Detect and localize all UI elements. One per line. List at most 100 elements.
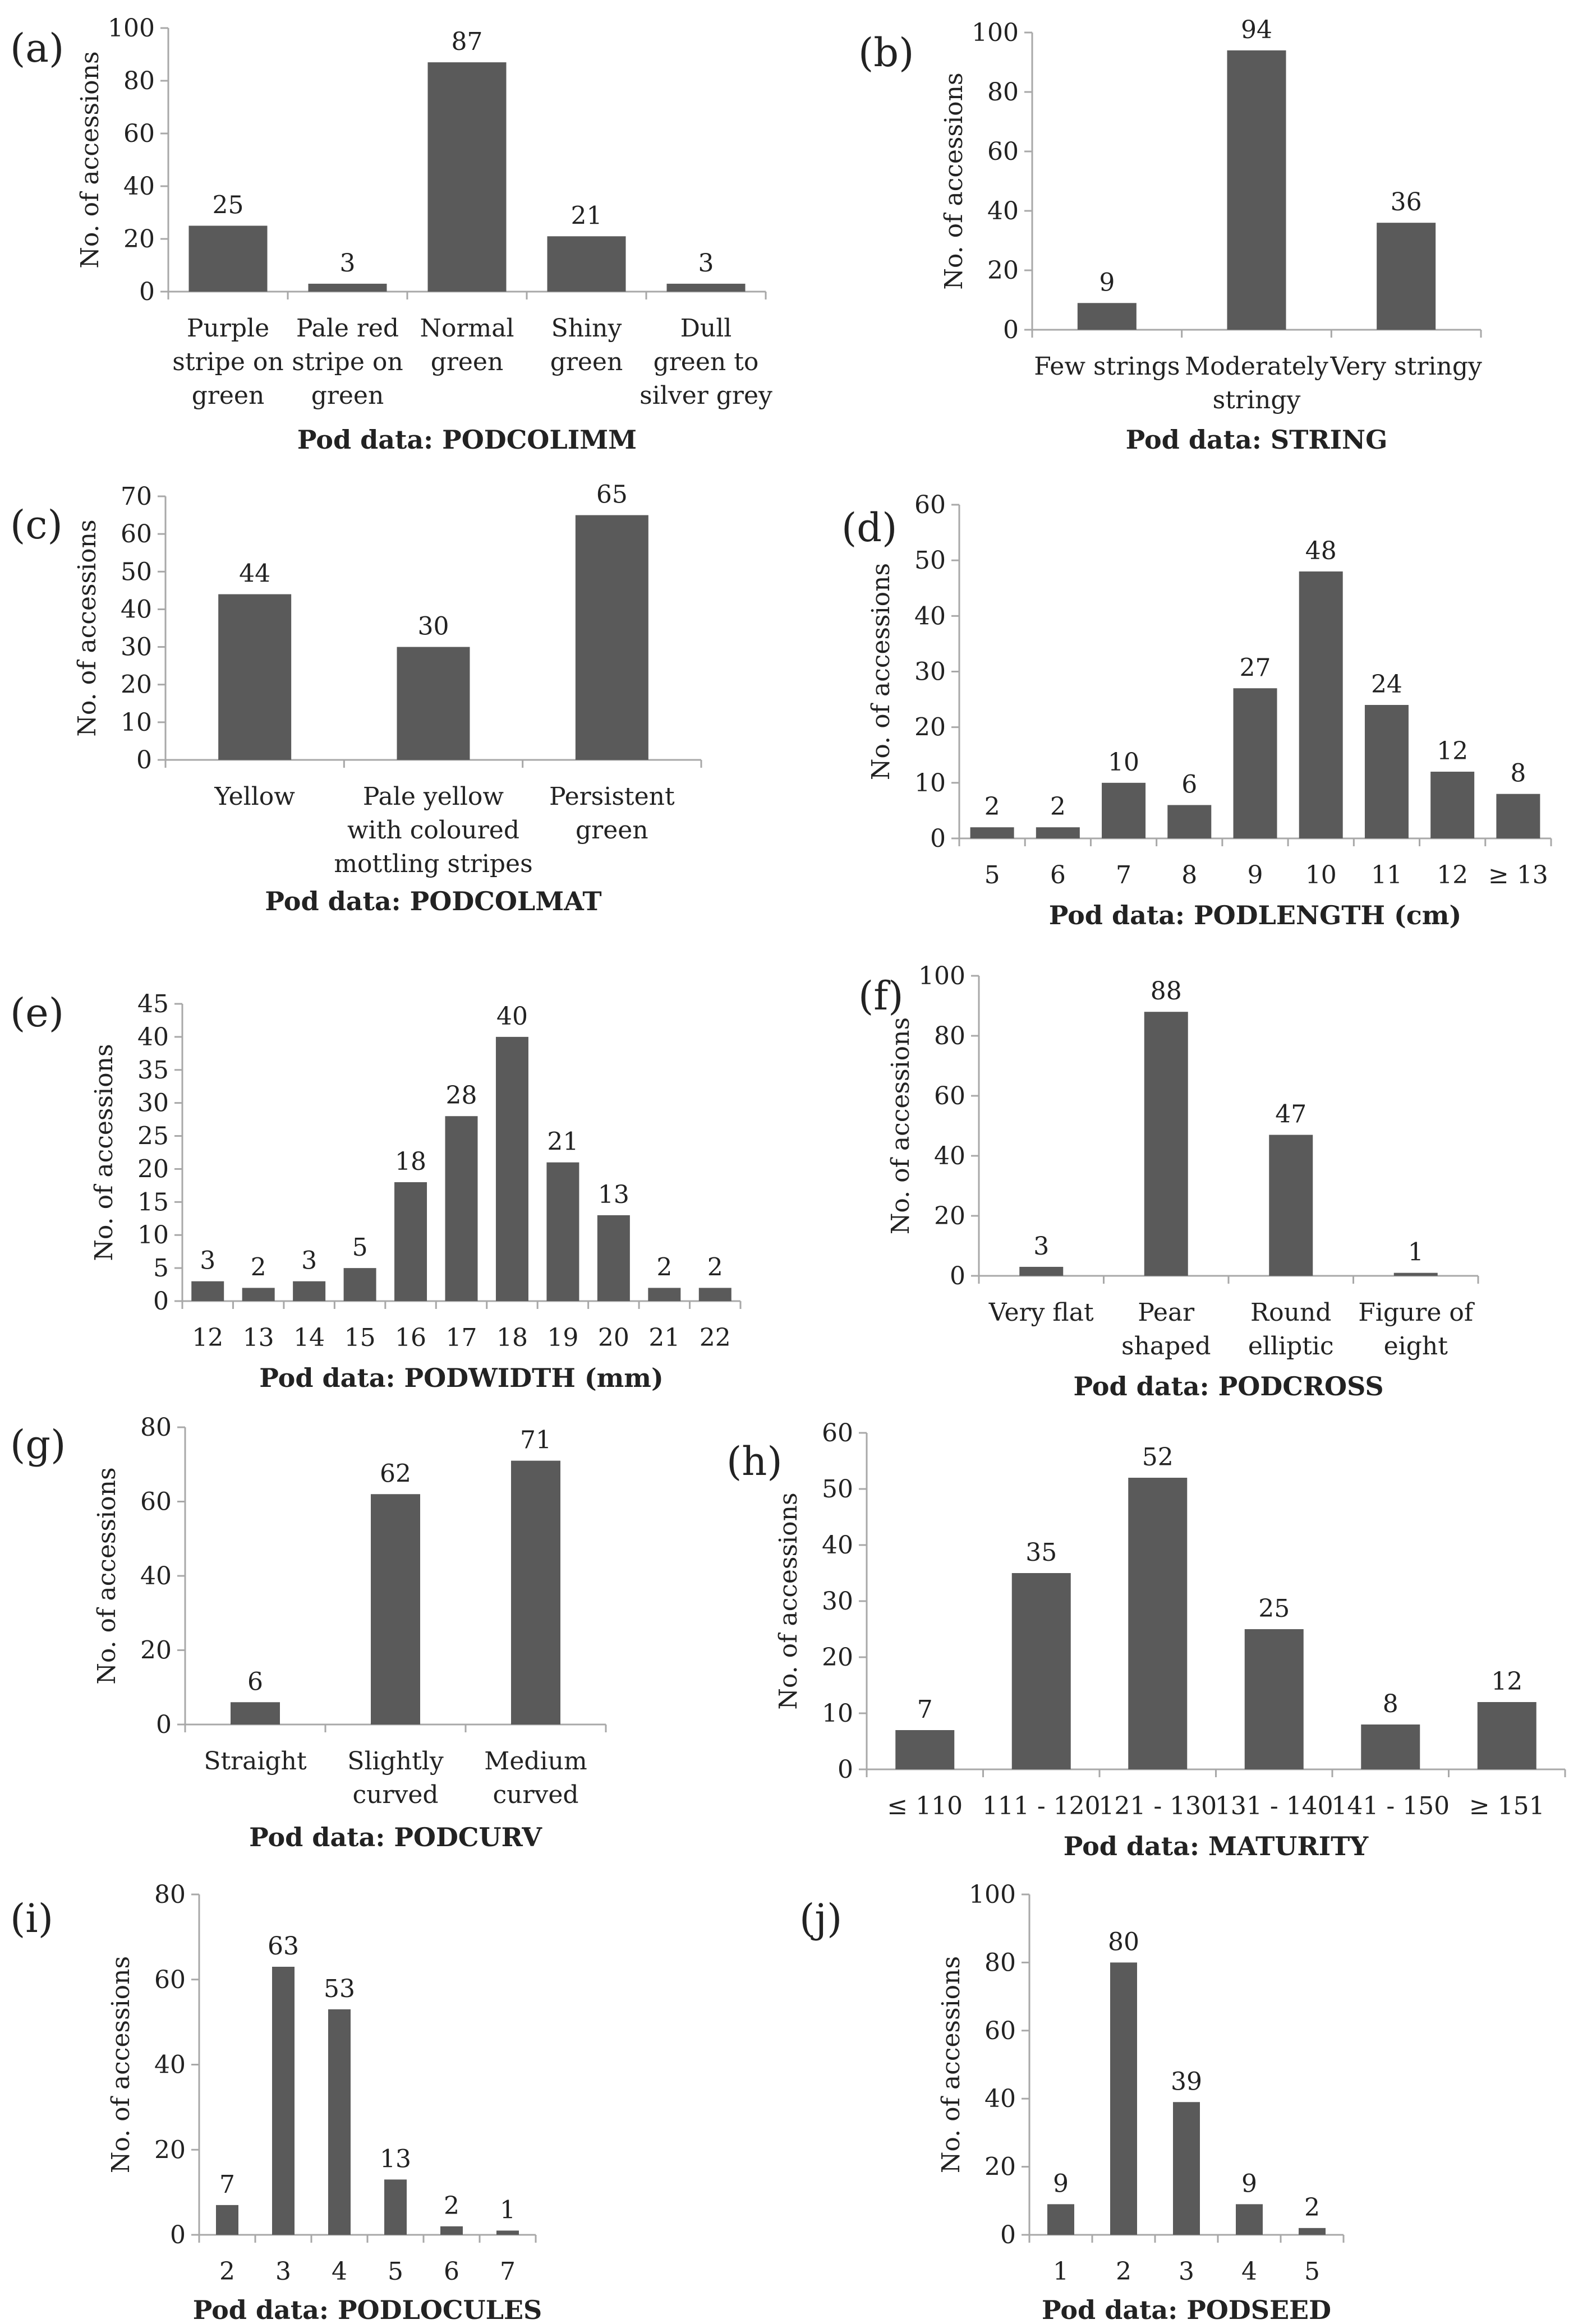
bar — [1077, 303, 1137, 330]
panel-label: (h) — [726, 1438, 783, 1484]
y-tick-label: 35 — [137, 1056, 169, 1085]
x-tick-label: 7 — [1116, 861, 1131, 889]
x-tick-label: 3 — [1179, 2257, 1194, 2286]
y-tick-label: 50 — [822, 1475, 853, 1504]
y-axis-label: No. of accessions — [886, 1017, 915, 1234]
y-tick-label: 25 — [137, 1122, 169, 1151]
bar — [1233, 688, 1277, 838]
x-tick-label: 1 — [1053, 2257, 1069, 2286]
x-axis-title: Pod data: PODLENGTH (cm) — [1049, 900, 1461, 930]
data-label: 44 — [239, 560, 270, 588]
x-tick-label: 4 — [1241, 2257, 1257, 2286]
data-label: 6 — [1181, 771, 1197, 799]
x-tick-label: 18 — [496, 1324, 528, 1352]
y-tick-label: 20 — [984, 2153, 1016, 2182]
bar — [1393, 1272, 1438, 1276]
x-tick-label: 2 — [219, 2257, 235, 2286]
x-tick-label: 20 — [598, 1324, 629, 1352]
x-tick-label: 11 — [1371, 861, 1402, 889]
x-axis-title: Pod data: STRING — [1126, 425, 1388, 455]
y-tick-label: 40 — [984, 2085, 1016, 2113]
chart-panel: (c) 0 10 20 30 40 50 60 70 44 30 65 Yellow Pale yello… — [10, 481, 702, 916]
y-tick-label: 60 — [154, 1966, 186, 1994]
bar — [546, 1162, 579, 1301]
bar — [191, 1281, 224, 1301]
data-label: 10 — [1108, 748, 1139, 777]
x-tick-label: 2 — [1116, 2257, 1131, 2286]
x-tick-label: Purple stripe on green — [172, 314, 283, 410]
bar — [511, 1460, 560, 1724]
y-tick-label: 80 — [984, 1948, 1016, 1977]
data-label: 1 — [500, 2196, 516, 2224]
bar — [293, 1281, 326, 1301]
data-label: 28 — [446, 1081, 477, 1110]
y-tick-label: 0 — [170, 2221, 186, 2249]
bar — [371, 1494, 420, 1724]
data-label: 2 — [707, 1253, 723, 1281]
data-label: 13 — [380, 2145, 411, 2173]
bar — [895, 1730, 955, 1769]
bar — [1102, 782, 1146, 838]
y-tick-label: 60 — [121, 520, 152, 548]
bar — [218, 594, 292, 760]
data-label: 1 — [1408, 1238, 1424, 1267]
y-tick-label: 60 — [123, 119, 155, 148]
bar — [216, 2205, 238, 2235]
chart-panel: (a) 0 20 40 60 80 100 25 3 87 21 3 Purple stripe on gr… — [10, 14, 772, 455]
data-label: 7 — [917, 1695, 933, 1724]
x-axis-title: Pod data: PODCROSS — [1073, 1371, 1383, 1401]
x-tick-label: Persistent green — [549, 782, 675, 845]
panel-label: (c) — [10, 502, 63, 548]
y-axis-label: No. of accessions — [107, 1956, 135, 2173]
bar — [1167, 805, 1212, 838]
panel-label: (a) — [10, 25, 64, 71]
x-axis-title: Pod data: PODCURV — [249, 1822, 542, 1852]
x-tick-label: 5 — [388, 2257, 403, 2286]
y-tick-label: 40 — [140, 1562, 172, 1590]
data-label: 9 — [1053, 2169, 1069, 2198]
x-tick-label: 12 — [1437, 861, 1468, 889]
y-tick-label: 100 — [972, 19, 1019, 47]
data-label: 3 — [200, 1247, 215, 1275]
y-tick-label: 60 — [934, 1082, 965, 1110]
y-tick-label: 100 — [108, 14, 155, 43]
x-tick-label: Pale yellow with coloured mottling stripes — [334, 782, 532, 878]
x-axis-title: Pod data: PODCOLIMM — [297, 425, 637, 455]
data-label: 47 — [1275, 1100, 1306, 1129]
bar — [1128, 1478, 1188, 1769]
data-label: 65 — [596, 481, 628, 509]
y-tick-label: 20 — [137, 1155, 169, 1183]
data-label: 94 — [1241, 16, 1272, 44]
x-tick-label: 6 — [444, 2257, 459, 2286]
data-label: 5 — [352, 1233, 368, 1262]
data-label: 2 — [1304, 2193, 1320, 2222]
bar — [343, 1268, 376, 1301]
x-tick-label: Shiny green — [550, 314, 623, 376]
y-tick-label: 0 — [136, 746, 152, 774]
y-tick-label: 20 — [987, 256, 1019, 285]
bar — [328, 2009, 351, 2235]
data-label: 21 — [547, 1128, 578, 1156]
y-tick-label: 20 — [154, 2136, 186, 2164]
bar — [384, 2179, 407, 2235]
y-tick-label: 80 — [123, 67, 155, 95]
x-tick-label: 8 — [1181, 861, 1197, 889]
bar — [666, 283, 746, 292]
x-tick-label: ≤ 110 — [887, 1792, 963, 1820]
x-tick-label: 10 — [1305, 861, 1337, 889]
data-label: 3 — [301, 1247, 317, 1275]
chart-panel: (h) 0 10 20 30 40 50 60 7 35 52 25 8 12 ≤ 110 111 - 120… — [726, 1419, 1566, 1861]
x-tick-label: 22 — [700, 1324, 731, 1352]
y-tick-label: 10 — [914, 769, 946, 797]
x-tick-label: 19 — [547, 1324, 578, 1352]
y-tick-label: 40 — [123, 172, 155, 201]
y-tick-label: 15 — [137, 1188, 169, 1216]
bar — [495, 1036, 528, 1301]
x-tick-label: 13 — [243, 1324, 274, 1352]
panel-label: (i) — [10, 1896, 53, 1942]
y-tick-label: 20 — [934, 1202, 965, 1230]
data-label: 39 — [1171, 2067, 1202, 2096]
bar — [394, 1182, 427, 1301]
y-tick-label: 5 — [153, 1254, 169, 1283]
bar — [272, 1966, 295, 2235]
